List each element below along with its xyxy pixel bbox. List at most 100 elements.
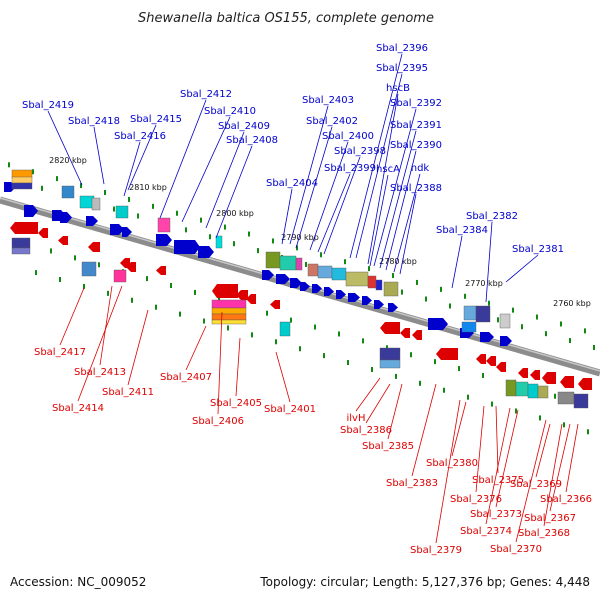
tick-mark bbox=[371, 366, 373, 372]
feature-box bbox=[295, 257, 303, 271]
gene-label-forward: Sbal_2409 bbox=[218, 121, 270, 132]
feature-box bbox=[573, 393, 589, 409]
feature-box bbox=[211, 307, 247, 315]
tick-mark bbox=[146, 276, 148, 282]
tick-mark bbox=[296, 245, 298, 251]
leader-line bbox=[159, 99, 207, 219]
tick-mark bbox=[386, 345, 388, 351]
tick-mark bbox=[362, 338, 364, 344]
gene-label-forward: Sbal_2412 bbox=[180, 89, 232, 100]
leader-line bbox=[535, 423, 551, 478]
reverse-gene-arrow bbox=[270, 300, 280, 309]
feature-box bbox=[345, 271, 369, 287]
reverse-gene-arrow bbox=[476, 354, 486, 364]
tick-mark bbox=[344, 259, 346, 265]
feature-box bbox=[11, 182, 33, 190]
tick-mark bbox=[266, 310, 268, 316]
leader-line bbox=[217, 311, 223, 415]
tick-mark bbox=[98, 262, 100, 268]
forward-gene-arrow bbox=[110, 224, 124, 235]
tick-mark bbox=[251, 332, 253, 338]
tick-mark bbox=[434, 359, 436, 365]
feature-box bbox=[113, 269, 127, 283]
forward-gene-arrow bbox=[374, 300, 384, 309]
feature-box bbox=[81, 261, 97, 277]
feature-blocks bbox=[4, 169, 592, 409]
gene-label-reverse: Sbal_2386 bbox=[340, 425, 392, 436]
tick-mark bbox=[41, 185, 43, 191]
tick-mark bbox=[323, 353, 325, 359]
leader-line bbox=[451, 401, 467, 457]
feature-box bbox=[115, 205, 129, 219]
gene-label-reverse: Sbal_2414 bbox=[52, 403, 104, 414]
tick-mark bbox=[443, 387, 445, 393]
gene-labels: Sbal_2419 Sbal_2418 Sbal_2415 Sbal_2416 Sbal… bbox=[22, 43, 592, 556]
reverse-gene-arrow bbox=[58, 236, 68, 245]
tick-mark bbox=[368, 266, 370, 272]
feature-box bbox=[383, 281, 399, 297]
tick-mark bbox=[227, 325, 229, 331]
map-title: Shewanella baltica OS155, complete genom… bbox=[138, 11, 434, 26]
leader-line bbox=[485, 407, 511, 525]
tick-mark bbox=[536, 314, 538, 320]
forward-gene-arrow bbox=[312, 284, 322, 293]
leader-line bbox=[549, 423, 571, 512]
leader-line bbox=[543, 423, 563, 527]
tick-mark bbox=[305, 261, 307, 267]
gene-label-forward: Sbal_2403 bbox=[302, 95, 354, 106]
gene-label-reverse: Sbal_2375 bbox=[472, 475, 524, 486]
tick-mark bbox=[104, 189, 106, 195]
gene-label-forward: Sbal_2415 bbox=[130, 114, 182, 125]
leader-line bbox=[323, 156, 361, 255]
tick-mark bbox=[290, 317, 292, 323]
tick-mark bbox=[74, 255, 76, 261]
forward-gene-arrow bbox=[60, 212, 72, 223]
gene-label-forward: Sbal_2398 bbox=[334, 146, 386, 157]
tick-mark bbox=[593, 344, 595, 350]
tick-mark bbox=[464, 293, 466, 299]
feature-box bbox=[265, 251, 281, 269]
gene-label-forward: hscB bbox=[386, 83, 410, 94]
tick-mark bbox=[587, 429, 589, 435]
gene-label-reverse: ilvH bbox=[347, 413, 366, 424]
scale-label: 2820 kbp bbox=[49, 156, 87, 165]
leader-line bbox=[355, 377, 381, 412]
topology-text: Topology: circular; Length: 5,127,376 bp… bbox=[259, 575, 590, 589]
gene-label-forward: ndk bbox=[411, 163, 430, 174]
reverse-gene-arrow bbox=[380, 322, 400, 334]
reverse-gene-arrow bbox=[530, 370, 540, 380]
leader-line bbox=[47, 110, 83, 186]
gene-label-reverse: Sbal_2406 bbox=[192, 416, 244, 427]
gene-label-reverse: Sbal_2368 bbox=[518, 528, 570, 539]
gene-label-reverse: Sbal_2413 bbox=[74, 367, 126, 378]
forward-gene-arrow bbox=[336, 290, 346, 299]
feature-box bbox=[331, 267, 347, 281]
tick-mark bbox=[395, 373, 397, 379]
tick-mark bbox=[218, 296, 220, 302]
gene-label-forward: Sbal_2396 bbox=[376, 43, 428, 54]
reverse-gene-arrow bbox=[10, 222, 38, 234]
reverse-gene-arrow bbox=[436, 348, 458, 360]
tick-mark bbox=[347, 360, 349, 366]
gene-label-reverse: Sbal_2407 bbox=[160, 372, 212, 383]
gene-label-forward: Sbal_2395 bbox=[376, 63, 428, 74]
tick-mark bbox=[314, 324, 316, 330]
leader-line bbox=[485, 221, 493, 303]
gene-label-forward: Sbal_2391 bbox=[390, 120, 442, 131]
tick-mark bbox=[338, 331, 340, 337]
leader-line bbox=[411, 383, 437, 477]
leader-line bbox=[281, 188, 293, 245]
leader-line bbox=[565, 423, 579, 493]
leader-line bbox=[515, 419, 547, 543]
feature-box bbox=[505, 379, 517, 397]
tick-mark bbox=[248, 231, 250, 237]
tick-mark bbox=[497, 317, 499, 323]
tick-mark bbox=[299, 346, 301, 352]
reverse-gene-arrow bbox=[578, 378, 592, 390]
gene-label-forward: Sbal_2416 bbox=[114, 131, 166, 142]
tick-mark bbox=[35, 270, 37, 276]
scale-label: 2810 kbp bbox=[129, 183, 167, 192]
forward-gene-arrow bbox=[362, 296, 372, 305]
leader-line bbox=[317, 173, 351, 253]
tick-mark bbox=[515, 408, 517, 414]
